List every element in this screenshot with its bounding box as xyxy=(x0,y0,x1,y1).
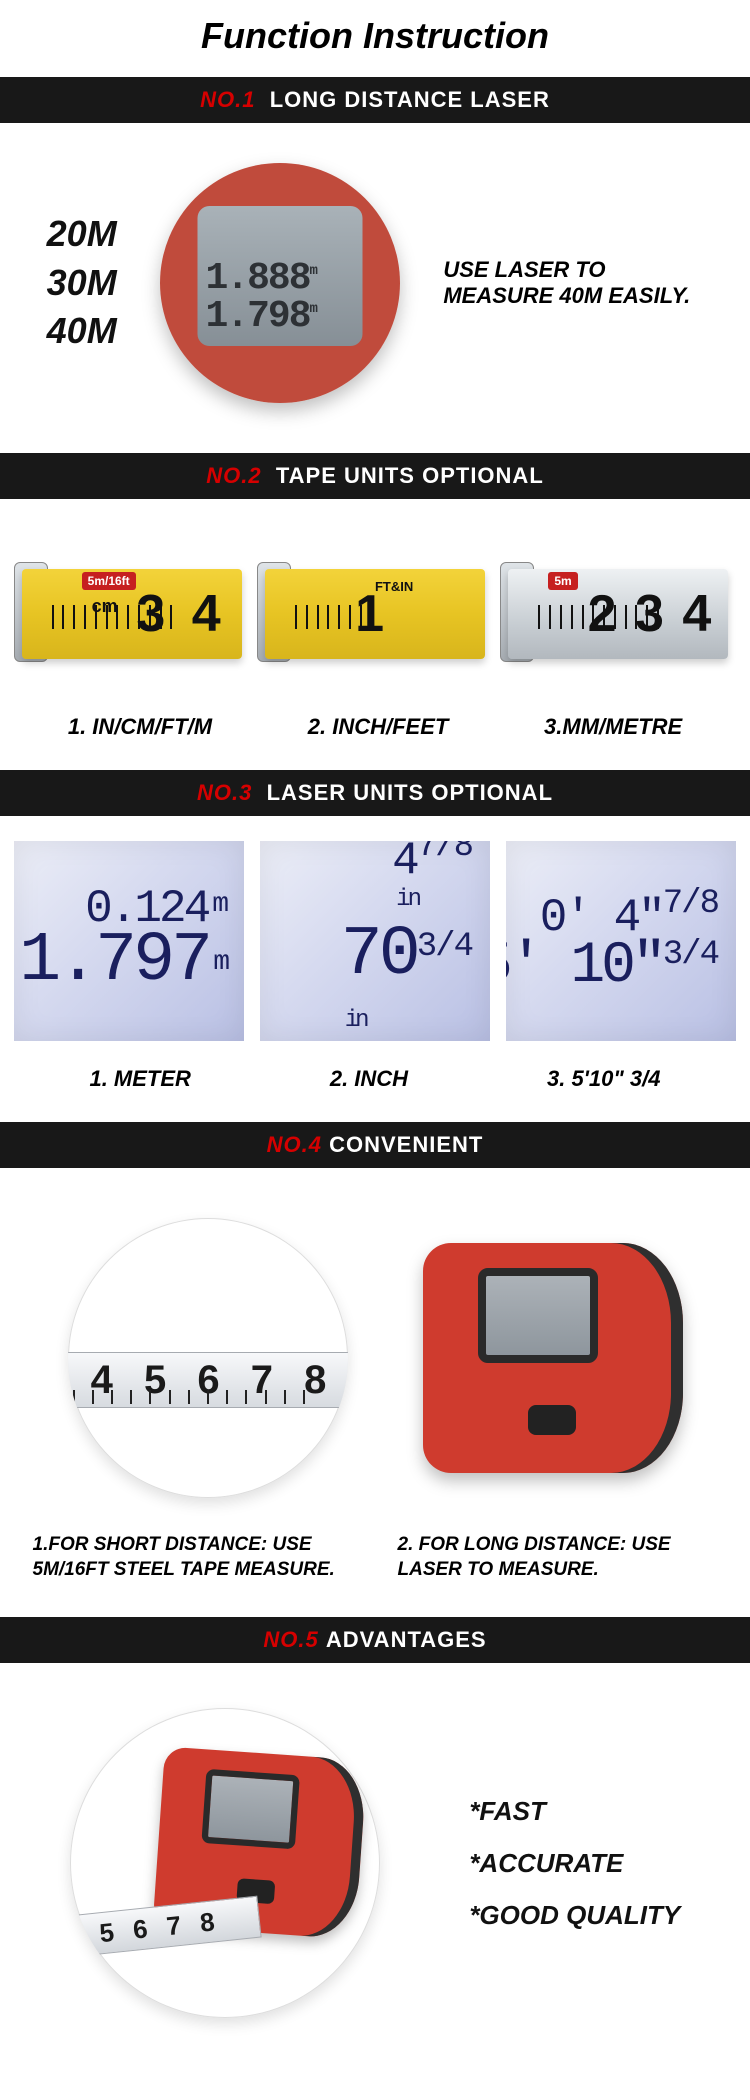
section-1-desc: USE LASER TO MEASURE 40M EASILY. xyxy=(443,257,703,310)
lcd-1-u1: m xyxy=(212,889,226,920)
page-title: Function Instruction xyxy=(0,0,750,77)
tape-1-unit: cm xyxy=(92,596,118,617)
section-4-labels: 1.FOR SHORT DISTANCE: USE 5M/16FT STEEL … xyxy=(0,1523,750,1617)
lcd-row-1: 1.888 xyxy=(206,257,310,300)
section-4-header: NO.4 CONVENIENT xyxy=(0,1122,750,1168)
lcd-screen: 1.888m 1.798m xyxy=(198,206,363,346)
laser-device xyxy=(423,1243,683,1473)
section-2-title: TAPE UNITS OPTIONAL xyxy=(276,463,544,488)
section-4-no: NO.4 xyxy=(267,1132,322,1157)
tape-2: 1 FT&IN xyxy=(265,534,485,689)
device-screen xyxy=(478,1268,598,1363)
lcd-2-label: 2. INCH xyxy=(330,1066,408,1092)
tape-1: 3 4 5m/16ft cm xyxy=(22,534,242,689)
tape-strip: 4 5 6 7 8 xyxy=(68,1352,348,1408)
distance-1: 20M xyxy=(47,210,117,259)
tape-2-badge: FT&IN xyxy=(375,579,413,594)
lcd-2-line2: 70 xyxy=(341,916,417,995)
section-2-header: NO.2 TAPE UNITS OPTIONAL xyxy=(0,453,750,499)
tape-1-badge: 5m/16ft xyxy=(82,572,136,590)
lcd-2: 47/8 in 703/4 in xyxy=(260,841,490,1041)
lcd-1: 0.124m 1.797m xyxy=(14,841,244,1041)
device-screen-2 xyxy=(201,1769,300,1849)
section-5-no: NO.5 xyxy=(263,1627,318,1652)
advantage-1: *FAST xyxy=(469,1785,680,1837)
lcd-2-f2: 3/4 xyxy=(417,928,472,966)
section-2-labels: 1. IN/CM/FT/M 2. INCH/FEET 3.MM/METRE xyxy=(0,699,750,770)
distance-2: 30M xyxy=(47,259,117,308)
section-1-title: LONG DISTANCE LASER xyxy=(270,87,550,112)
section-2-no: NO.2 xyxy=(206,463,261,488)
section-4-body: 4 5 6 7 8 xyxy=(0,1168,750,1523)
device-full-view: 5 6 7 8 xyxy=(70,1708,380,2018)
advantage-2: *ACCURATE xyxy=(469,1837,680,1889)
lcd-3-f2: 3/4 xyxy=(663,936,718,974)
section-2-body: 3 4 5m/16ft cm 1 FT&IN 2 3 4 5m xyxy=(0,499,750,699)
section-5-header: NO.5 ADVANTAGES xyxy=(0,1617,750,1663)
section-1-no: NO.1 xyxy=(200,87,255,112)
section-5-title: ADVANTAGES xyxy=(326,1627,487,1652)
distance-3: 40M xyxy=(47,307,117,356)
section-5-body: 5 6 7 8 *FAST *ACCURATE *GOOD QUALITY xyxy=(0,1663,750,2078)
section-1-body: 20M 30M 40M 1.888m 1.798m USE LASER TO M… xyxy=(0,123,750,453)
section-3-title: LASER UNITS OPTIONAL xyxy=(267,780,553,805)
lcd-2-f1: 7/8 xyxy=(417,841,472,866)
tape-extended-digits: 5 6 7 8 xyxy=(98,1906,222,1950)
section-3-header: NO.3 LASER UNITS OPTIONAL xyxy=(0,770,750,816)
sec4-label-1: 1.FOR SHORT DISTANCE: USE 5M/16FT STEEL … xyxy=(33,1533,353,1582)
tape-1-label: 1. IN/CM/FT/M xyxy=(68,714,212,740)
advantage-3: *GOOD QUALITY xyxy=(469,1889,680,1941)
section-3-body: 0.124m 1.797m 47/8in 703/4in 0' 4"7/8 5'… xyxy=(0,816,750,1051)
lcd-1-u2: m xyxy=(213,947,226,978)
sec4-label-2: 2. FOR LONG DISTANCE: USE LASER TO MEASU… xyxy=(398,1533,718,1582)
lcd-2-line1: 4 xyxy=(392,841,417,887)
tape-3: 2 3 4 5m xyxy=(508,534,728,689)
section-1-header: NO.1 LONG DISTANCE LASER xyxy=(0,77,750,123)
lcd-1-label: 1. METER xyxy=(89,1066,190,1092)
lcd-row-2: 1.798 xyxy=(206,295,310,338)
lcd-3: 0' 4"7/8 5' 10"3/4 xyxy=(506,841,736,1041)
section-3-labels: 1. METER 2. INCH 3. 5'10" 3/4 xyxy=(0,1051,750,1122)
distance-list: 20M 30M 40M xyxy=(47,210,117,356)
device-closeup: 1.888m 1.798m xyxy=(160,163,400,403)
device-button xyxy=(528,1405,576,1435)
lcd-2-u1: in xyxy=(396,886,419,913)
lcd-2-u2: in xyxy=(345,1007,366,1034)
lcd-3-f1: 7/8 xyxy=(663,885,718,923)
tape-3-label: 3.MM/METRE xyxy=(544,714,682,740)
tape-slot-closeup: 4 5 6 7 8 xyxy=(68,1218,348,1498)
tape-3-body: 2 3 4 xyxy=(508,569,728,659)
tape-3-badge: 5m xyxy=(548,572,577,590)
section-3-no: NO.3 xyxy=(197,780,252,805)
lcd-1-line2: 1.797 xyxy=(19,922,209,1001)
lcd-3-label: 3. 5'10" 3/4 xyxy=(547,1066,661,1092)
advantages-list: *FAST *ACCURATE *GOOD QUALITY xyxy=(469,1785,680,1941)
tape-2-label: 2. INCH/FEET xyxy=(308,714,449,740)
lcd-3-line2: 5' 10" xyxy=(506,934,663,999)
section-4-title: CONVENIENT xyxy=(329,1132,483,1157)
tape-extended: 5 6 7 8 xyxy=(70,1896,262,1959)
